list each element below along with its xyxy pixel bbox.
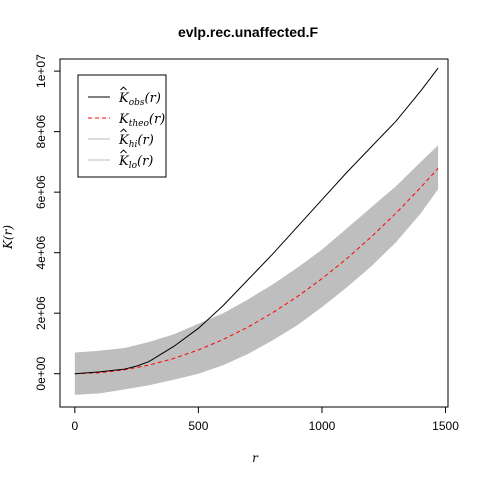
y-tick-label: 4e+06 [34,235,48,269]
x-axis-label: r [252,451,259,465]
legend-label: Ktheo(r) [118,112,165,129]
envelope-band-group [74,145,439,395]
legend-item-hi: Khi(r) [88,128,154,150]
x-tick-label: 0 [71,419,78,433]
y-axis-label: K(r) [1,225,15,250]
legend-item-lo: Klo(r) [88,149,153,171]
chart-title: evlp.rec.unaffected.F [178,24,318,40]
legend-label: Khi(r) [118,133,154,150]
hat-accent [120,149,127,154]
legend: Kobs(r) Ktheo(r) Khi(r) Klo(r) [77,74,167,178]
obs-line [74,67,439,375]
envelope-band [74,145,439,395]
x-axis: 0 500 1000 1500 [71,406,459,433]
theo-line [74,167,439,375]
y-tick-label: 1e+07 [34,54,48,88]
y-tick-label: 0e+00 [34,357,48,391]
y-tick-label: 8e+06 [34,114,48,148]
y-axis: 0e+00 2e+06 4e+06 6e+06 8e+06 1e+07 [34,54,61,391]
hat-accent [120,128,127,133]
hat-accent [120,86,127,91]
x-tick-label: 1000 [309,419,336,433]
legend-label: Klo(r) [118,154,153,171]
legend-item-obs: Kobs(r) [88,86,161,108]
legend-label: Kobs(r) [118,91,161,108]
x-tick-label: 500 [188,419,208,433]
y-tick-label: 2e+06 [34,296,48,330]
legend-item-theo: Ktheo(r) [88,112,165,129]
series-lines-group [74,67,439,375]
y-tick-label: 6e+06 [34,175,48,209]
x-tick-label: 1500 [432,419,459,433]
